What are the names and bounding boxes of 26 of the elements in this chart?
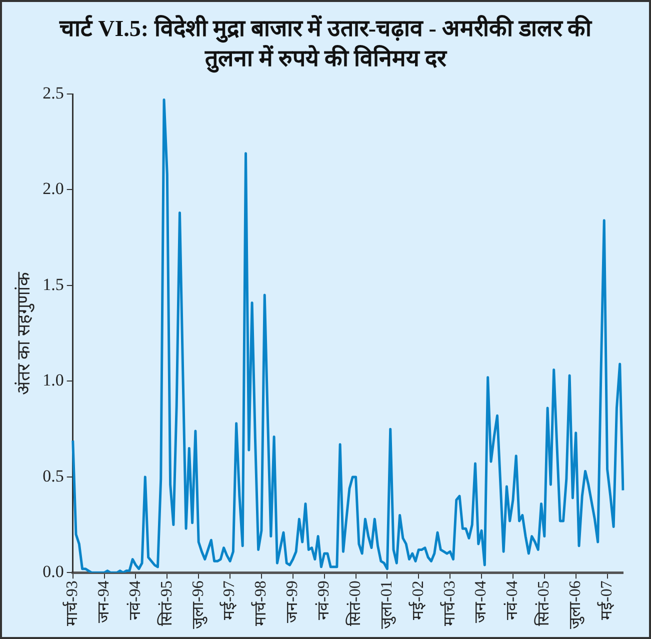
y-tick-label: 0.0: [42, 562, 64, 582]
x-tick-label: नवं-94: [126, 580, 144, 620]
x-tick-label: सितं-00: [344, 580, 364, 626]
x-tick-label: जुला-01: [378, 580, 396, 629]
y-tick-label: 1.5: [42, 274, 64, 294]
x-tick-label: जुला-06: [567, 580, 586, 629]
chart-title: चार्ट VI.5: विदेशी मुद्रा बाजार में उतार-चढ़ाव - अमरीकी डालर की तुलना में रुपये की विनिमय दर: [58, 14, 594, 74]
x-tick-label: सितं-05: [534, 580, 553, 626]
y-tick-label: 1.0: [42, 370, 64, 390]
x-tick-label: नवं-99: [314, 580, 333, 620]
x-tick-label: जन-99: [284, 580, 302, 623]
x-tick-label: जन-04: [472, 580, 490, 623]
x-tick-label: जन-94: [95, 580, 112, 623]
x-tick-label: मार्च-98: [250, 580, 270, 626]
x-tick-label: जुला-96: [190, 580, 208, 629]
x-tick-label: मार्च-93: [62, 580, 82, 626]
x-tick-label: मई-02: [408, 580, 427, 620]
y-tick-label: 0.5: [42, 466, 64, 486]
y-axis-title: अंतर का सहगुणांक: [14, 270, 35, 395]
x-tick-label: मई-97: [219, 580, 238, 620]
x-tick-label: सितं-95: [156, 580, 176, 626]
y-tick-label: 2.5: [42, 83, 64, 102]
x-tick-label: मई-07: [596, 580, 616, 620]
y-tick-label: 2.0: [42, 179, 64, 198]
x-tick-label: मार्च-03: [439, 580, 458, 626]
x-tick-label: नवं-04: [503, 580, 522, 620]
